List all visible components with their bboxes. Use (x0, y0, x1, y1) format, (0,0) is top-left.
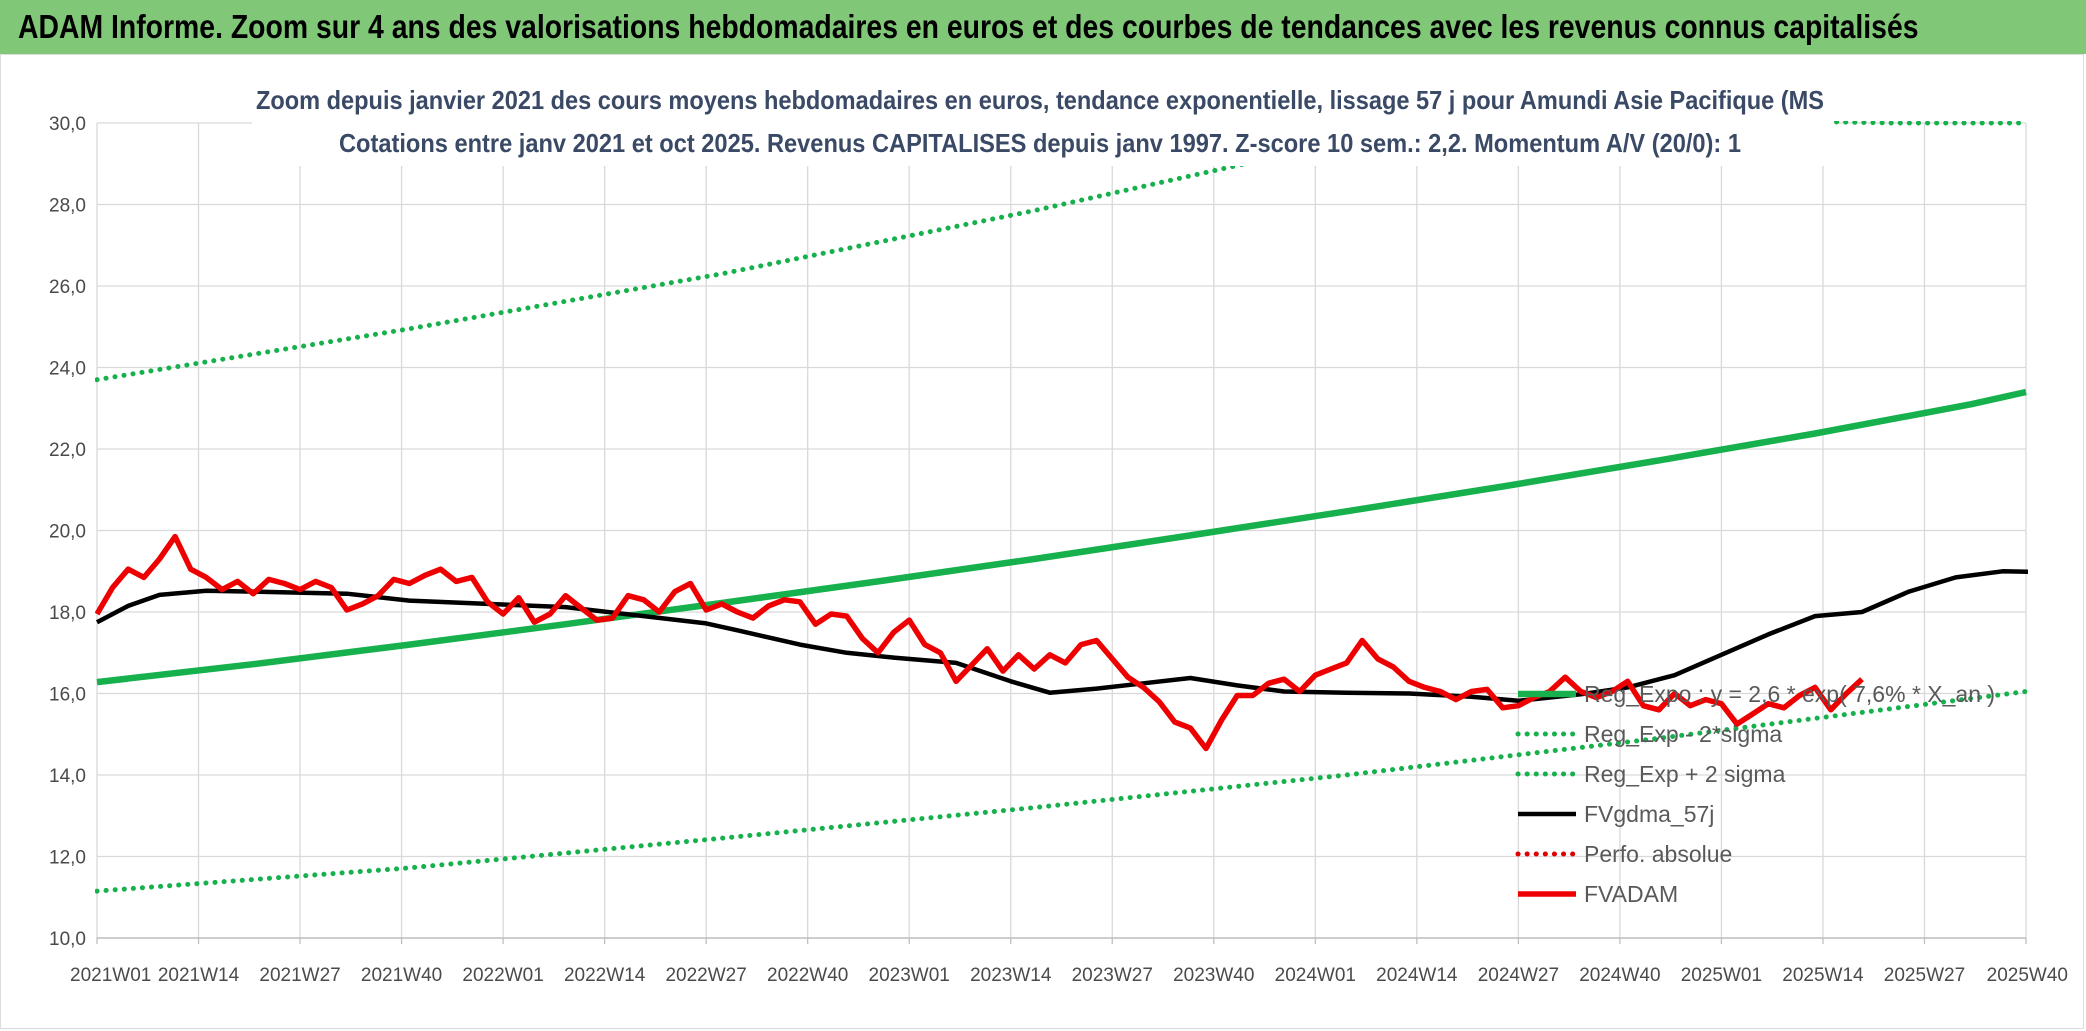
y-tick-label: 30,0 (49, 114, 86, 135)
axis-ticks: 10,0 12,0 14,0 16,0 18,0 20,0 22,0 24,0 26,0 28,0… (49, 114, 2068, 986)
y-tick-label: 28,0 (49, 196, 86, 217)
y-tick-label: 14,0 (49, 766, 86, 787)
header-banner: ADAM Informe. Zoom sur 4 ans des valoris… (0, 0, 2086, 54)
chart-title: Zoom depuis janvier 2021 des cours moyen… (252, 80, 1834, 166)
legend-item-reg-plus-2sigma: Reg_Exp + 2 sigma (1515, 761, 1786, 787)
fvgdma-57j-line (95, 569, 2028, 704)
title-backdrop (252, 80, 1834, 166)
chart-title-line1: Zoom depuis janvier 2021 des cours moyen… (256, 85, 1824, 115)
y-tick-label: 20,0 (49, 522, 86, 543)
x-tick-label: 2022W01 (462, 965, 543, 986)
x-tick-label: 2024W27 (1478, 965, 1559, 986)
legend-label: Reg_Exp + 2 sigma (1584, 761, 1786, 787)
x-tick-label: 2021W01 (70, 965, 151, 986)
x-tick-label: 2022W40 (767, 965, 848, 986)
y-tick-label: 10,0 (49, 929, 86, 950)
legend-item-fvadam: FVADAM (1518, 881, 1678, 907)
legend-item-reg-expo: Reg_Expo : y = 2,6 * exp( 7,6% * X_an ) (1518, 681, 1995, 707)
x-tick-label: 2022W14 (564, 965, 646, 986)
legend-label: FVgdma_57j (1584, 801, 1714, 827)
x-tick-label: 2021W40 (361, 965, 442, 986)
legend-item-fvgdma-57j: FVgdma_57j (1518, 801, 1714, 827)
x-tick-label: 2024W40 (1579, 965, 1660, 986)
x-tick-label: 2025W40 (1987, 965, 2068, 986)
fvadam-line (95, 533, 1864, 752)
plot-frame (0, 54, 2084, 1029)
legend: Reg_Expo : y = 2,6 * exp( 7,6% * X_an ) R… (1515, 681, 1995, 907)
y-tick-label: 26,0 (49, 277, 86, 298)
x-tick-label: 2022W27 (665, 965, 746, 986)
x-tick-label: 2025W27 (1884, 965, 1965, 986)
x-tick-label: 2021W27 (259, 965, 340, 986)
y-tick-label: 18,0 (49, 603, 86, 624)
y-tick-label: 22,0 (49, 440, 86, 461)
data-series (95, 121, 2028, 894)
x-tick-label: 2025W01 (1681, 965, 1762, 986)
x-tick-label: 2024W01 (1275, 965, 1356, 986)
x-tick-label: 2023W27 (1072, 965, 1153, 986)
y-tick-label: 24,0 (49, 359, 86, 380)
banner-title: ADAM Informe. Zoom sur 4 ans des valoris… (18, 8, 1919, 45)
grid-lines (96, 122, 2027, 944)
legend-label: Perfo. absolue (1584, 841, 1732, 867)
y-tick-label: 12,0 (49, 848, 86, 869)
x-tick-label: 2023W14 (970, 965, 1052, 986)
legend-label: FVADAM (1584, 881, 1678, 907)
x-tick-label: 2025W14 (1782, 965, 1864, 986)
x-tick-label: 2024W14 (1376, 965, 1458, 986)
x-tick-label: 2023W01 (869, 965, 950, 986)
legend-item-perfo-absolue: Perfo. absolue (1515, 841, 1732, 867)
legend-item-reg-minus-2sigma: Reg_Exp - 2*sigma (1515, 721, 1782, 747)
x-tick-label: 2021W14 (158, 965, 240, 986)
chart-title-line2: Cotations entre janv 2021 et oct 2025. R… (339, 128, 1741, 158)
legend-label: Reg_Expo : y = 2,6 * exp( 7,6% * X_an ) (1584, 681, 1995, 707)
x-tick-label: 2023W40 (1173, 965, 1254, 986)
legend-label: Reg_Exp - 2*sigma (1584, 721, 1782, 747)
y-tick-label: 16,0 (49, 685, 86, 706)
reg-expo-line (96, 388, 2027, 686)
